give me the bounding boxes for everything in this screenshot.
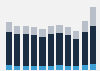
Bar — [73, 39, 80, 66]
Bar — [65, 35, 71, 66]
Bar — [40, 29, 46, 37]
Bar — [90, 26, 96, 64]
Bar — [31, 27, 37, 35]
Bar — [14, 66, 20, 70]
Bar — [31, 35, 37, 66]
Bar — [40, 37, 46, 66]
Bar — [82, 65, 88, 70]
Bar — [48, 34, 54, 66]
Bar — [65, 27, 71, 35]
Bar — [31, 66, 37, 70]
Bar — [56, 33, 62, 65]
Bar — [22, 34, 29, 66]
Bar — [22, 26, 29, 34]
Bar — [82, 21, 88, 32]
Bar — [6, 22, 12, 32]
Bar — [65, 66, 71, 70]
Bar — [73, 31, 80, 39]
Bar — [14, 34, 20, 66]
Bar — [73, 66, 80, 70]
Bar — [82, 32, 88, 65]
Bar — [48, 26, 54, 34]
Bar — [22, 66, 29, 70]
Bar — [6, 32, 12, 65]
Bar — [48, 66, 54, 70]
Bar — [56, 25, 62, 33]
Bar — [90, 7, 96, 26]
Bar — [56, 65, 62, 70]
Bar — [40, 66, 46, 70]
Bar — [14, 26, 20, 34]
Bar — [6, 65, 12, 70]
Bar — [90, 64, 96, 70]
